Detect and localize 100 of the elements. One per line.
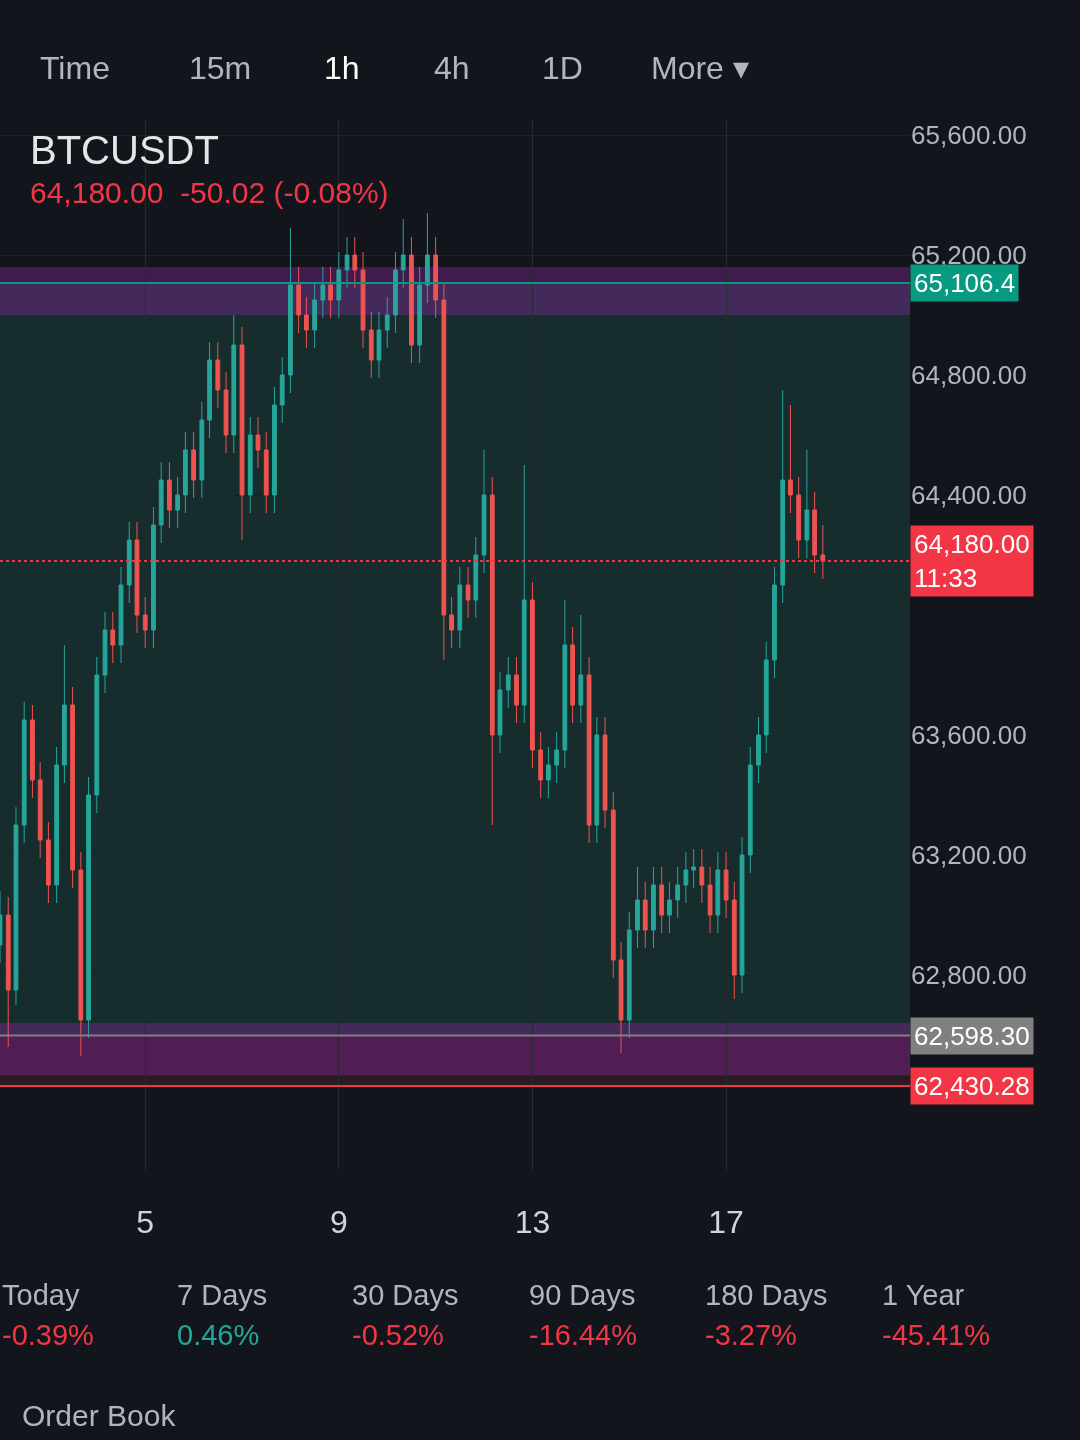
candlestick xyxy=(21,701,27,844)
candlestick xyxy=(142,596,148,649)
candlestick xyxy=(651,866,656,949)
text: 180 Days xyxy=(705,1279,828,1311)
candlestick xyxy=(239,326,245,541)
text: 7 Days xyxy=(177,1279,268,1311)
candlestick xyxy=(78,851,84,1057)
candlestick xyxy=(570,626,576,724)
x-tick-label: 13 xyxy=(514,1204,551,1240)
text: -45.41% xyxy=(882,1319,991,1351)
candlestick xyxy=(70,686,75,889)
candlestick xyxy=(804,449,810,559)
candlestick xyxy=(263,431,269,514)
text: Order Book xyxy=(22,1399,177,1432)
candlestick xyxy=(715,851,721,934)
candlestick xyxy=(594,716,600,844)
candlestick xyxy=(158,461,164,544)
candlestick xyxy=(417,266,423,364)
candlestick xyxy=(400,218,406,289)
candlestick xyxy=(46,821,51,904)
text: 4h xyxy=(434,50,470,86)
candlestick xyxy=(739,836,745,994)
text: 90 Days xyxy=(529,1279,636,1311)
candlestick xyxy=(433,236,439,319)
candlestick xyxy=(642,881,648,949)
y-tick-label: 64,800.00 xyxy=(911,360,1027,391)
candlestick xyxy=(207,341,212,439)
candlestick xyxy=(304,296,309,349)
candlestick xyxy=(409,236,414,364)
text: 1D xyxy=(542,50,583,86)
candlestick xyxy=(247,416,253,514)
candlestick xyxy=(231,314,237,454)
candlestick xyxy=(675,866,681,919)
y-tick-label: 64,400.00 xyxy=(911,480,1027,511)
text: -3.27% xyxy=(705,1319,797,1351)
candlestick xyxy=(368,311,374,379)
candlestick xyxy=(102,611,108,694)
candlestick xyxy=(376,311,382,379)
candlestick xyxy=(296,266,302,334)
candlestick xyxy=(586,656,592,844)
text: More ▾ xyxy=(651,50,749,86)
candlestick xyxy=(683,851,689,904)
candlestick xyxy=(780,389,786,604)
text: 15m xyxy=(189,50,252,86)
candlestick xyxy=(481,449,487,574)
candlestick xyxy=(175,476,181,529)
candlestick xyxy=(796,476,802,559)
candlestick xyxy=(344,236,350,289)
candlestick xyxy=(820,524,826,580)
ref-line-label: 62,430.28 xyxy=(914,1071,1030,1101)
candlestick xyxy=(182,431,188,514)
text: 30 Days xyxy=(352,1279,459,1311)
candlestick xyxy=(393,251,398,334)
text: -16.44% xyxy=(529,1319,638,1351)
candlestick xyxy=(94,656,100,814)
candlestick xyxy=(449,596,455,649)
candlestick xyxy=(546,746,551,799)
candlestick xyxy=(562,599,568,769)
ref-line-label: 64,180.00 11:33 xyxy=(914,529,1030,593)
text: Time xyxy=(40,50,110,86)
candlestick xyxy=(538,731,544,799)
candlestick xyxy=(747,746,753,874)
candlestick xyxy=(635,866,640,949)
candlestick xyxy=(151,506,156,649)
candlestick xyxy=(457,566,463,649)
y-tick-label: 63,200.00 xyxy=(911,840,1027,871)
candlestick xyxy=(279,356,285,424)
ref-line-label: 62,598.30 xyxy=(914,1021,1030,1051)
candlestick xyxy=(30,704,35,799)
candlestick xyxy=(707,866,713,934)
candlestick xyxy=(659,866,665,934)
candlestick xyxy=(134,521,140,634)
candlestick xyxy=(691,848,697,889)
candlestick xyxy=(118,566,124,664)
text: 1h xyxy=(324,50,360,86)
candlestick xyxy=(473,536,479,619)
candlestick xyxy=(384,296,390,349)
candlestick xyxy=(199,401,205,499)
candlestick xyxy=(812,491,818,574)
candlestick xyxy=(37,761,43,859)
candlestick xyxy=(425,212,430,304)
candlestick xyxy=(578,614,584,724)
candlestick xyxy=(699,848,705,904)
text: -0.39% xyxy=(2,1319,94,1351)
candlestick xyxy=(272,386,277,514)
text: 1 Year xyxy=(882,1279,965,1311)
text: Today xyxy=(2,1279,80,1311)
text: 0.46% xyxy=(177,1319,260,1351)
candlestick xyxy=(514,656,519,724)
candlestick xyxy=(54,746,60,904)
candlestick xyxy=(505,656,511,709)
text: -0.52% xyxy=(352,1319,444,1351)
ref-line-label: 65,106.4 xyxy=(914,268,1016,298)
candlestick xyxy=(86,776,91,1039)
x-tick-label: 5 xyxy=(136,1204,155,1240)
candlestick xyxy=(489,476,495,826)
candlestick xyxy=(352,236,358,289)
x-tick-label: 9 xyxy=(329,1204,348,1240)
candlestick xyxy=(312,281,318,349)
candlestick xyxy=(731,881,737,1000)
